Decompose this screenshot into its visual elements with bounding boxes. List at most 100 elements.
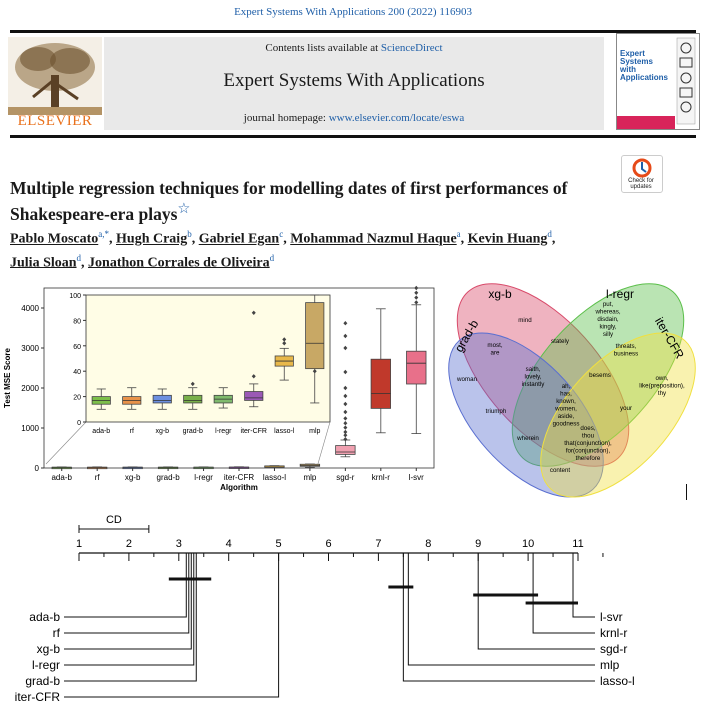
author-affiliation[interactable]: b <box>187 229 192 239</box>
cover-title: Expert Systems with Applications <box>620 50 670 82</box>
cd-method-connector <box>64 553 187 618</box>
cd-axis-tick-label: 10 <box>522 538 534 550</box>
outlier-point <box>343 433 348 438</box>
x-tick-label: grad-b <box>157 473 181 482</box>
x-tick-label: rf <box>95 473 101 482</box>
cd-label: CD <box>106 514 122 526</box>
venn-region-words: most, are <box>487 342 502 357</box>
article-title-text: Multiple regression techniques for model… <box>10 178 568 224</box>
inset-box <box>183 394 203 404</box>
venn-region-words: woman <box>456 376 478 383</box>
cd-method-label: mlp <box>600 658 620 672</box>
author-affiliation[interactable]: d <box>76 252 82 263</box>
outlier-point <box>343 333 348 339</box>
author-name[interactable]: Julia Sloan <box>10 255 77 271</box>
author-name[interactable]: Gabriel Egan <box>198 231 280 247</box>
cd-axis-tick-label: 3 <box>176 538 182 550</box>
header-rule-bottom <box>10 135 696 138</box>
venn-region-words: stately <box>551 338 570 345</box>
inset-outlier-point <box>282 341 287 346</box>
x-tick-label: sgd-r <box>336 473 355 482</box>
cd-axis-tick-label: 6 <box>325 538 331 550</box>
y-axis-label: Test MSE Score <box>3 348 12 408</box>
check-for-updates-button[interactable] <box>621 155 663 193</box>
author-name[interactable]: Mohammad Nazmul Haque <box>290 231 457 247</box>
cover-title-line: Expert <box>620 49 645 58</box>
cd-method-connector <box>64 553 280 698</box>
y-tick-label: 4000 <box>21 304 39 313</box>
cd-axis-tick-label: 2 <box>126 538 132 550</box>
x-tick-label: iter-CFR <box>224 473 254 482</box>
title-footnote-star[interactable]: ☆ <box>177 201 191 217</box>
inset-box <box>244 391 264 401</box>
inset-y-tick-label: 0 <box>77 420 81 427</box>
box-body <box>370 358 391 409</box>
inset-outlier-point <box>190 381 195 387</box>
outlier-point <box>343 437 348 442</box>
x-tick-label: l-svr <box>409 473 424 482</box>
venn-region-words: mind <box>518 317 532 324</box>
header-rule-top <box>10 30 696 33</box>
inset-connector <box>317 421 331 465</box>
x-tick-label: krnl-r <box>372 473 391 482</box>
cd-axis-tick-label: 8 <box>425 538 431 550</box>
publisher-name: ELSEVIER <box>17 113 93 129</box>
venn-region-words: wherein <box>516 435 539 442</box>
cd-method-connector <box>64 553 190 634</box>
contents-prefix: Contents lists available at <box>265 42 379 54</box>
inset-x-tick-label: mlp <box>309 428 320 435</box>
inset-outlier-point <box>282 337 287 342</box>
author-name[interactable]: Jonathon Corrales de Oliveira <box>88 255 270 271</box>
homepage-link[interactable]: www.elsevier.com/locate/eswa <box>328 112 465 124</box>
inset-y-tick-label: 20 <box>73 395 81 402</box>
critical-difference-diagram: 1 2 3 4 5 6 7 8 9 10 11 CD ada-b rf xg-b l-regr grad-b it… <box>15 514 635 704</box>
inset-y-tick-label: 80 <box>73 318 81 325</box>
author-affiliation[interactable]: c <box>279 229 284 239</box>
article-title: Multiple regression techniques for model… <box>10 178 610 225</box>
inset-outlier-point <box>251 310 256 315</box>
inset-x-tick-label: grad-b <box>183 428 203 435</box>
inset-box <box>305 302 325 370</box>
cover-title-line: Applications <box>620 73 669 82</box>
cd-method-label: grad-b <box>25 674 60 688</box>
cd-method-label: xg-b <box>37 642 61 656</box>
author-name[interactable]: Hugh Craig <box>116 231 188 247</box>
inset-x-tick-label: iter-CFR <box>241 428 267 435</box>
outlier-point <box>414 300 419 305</box>
author-affiliation[interactable]: a <box>456 229 461 239</box>
cd-axis-tick-label: 9 <box>475 538 481 550</box>
x-tick-label: lasso-l <box>263 473 286 482</box>
y-tick-label: 1000 <box>21 424 39 433</box>
cd-method-connector <box>64 553 197 682</box>
venn-set-label: l-regr <box>606 287 634 301</box>
homepage-line: journal homepage: www.elsevier.com/locat… <box>104 112 604 124</box>
author-affiliation[interactable]: d <box>547 229 552 239</box>
inset-y-tick-label: 40 <box>73 369 81 376</box>
cd-method-label: krnl-r <box>600 626 627 640</box>
venn-set-ellipse <box>456 283 630 467</box>
author-affiliation[interactable]: a,* <box>98 229 110 239</box>
sciencedirect-link[interactable]: ScienceDirect <box>380 42 443 54</box>
journal-cover-thumbnail[interactable] <box>616 33 700 130</box>
author-name[interactable]: Pablo Moscato <box>10 231 99 247</box>
inset-x-tick-label: ada-b <box>92 428 110 435</box>
venn-region-words: threats, business <box>614 343 638 358</box>
outlier-point <box>343 429 348 435</box>
author-name[interactable]: Kevin Huang <box>467 231 548 247</box>
author-affiliation[interactable]: d <box>269 252 275 263</box>
outlier-point <box>343 385 348 391</box>
outlier-point <box>343 345 348 351</box>
cd-axis-tick-label: 1 <box>76 538 82 550</box>
venn-set-label: xg-b <box>488 287 512 301</box>
venn-region-words: does, thou that(conjunction), for(conjuncti… <box>564 425 612 462</box>
journal-citation: Expert Systems With Applications 200 (20… <box>234 6 472 18</box>
inset-x-tick-label: l-regr <box>215 428 232 435</box>
inset-x-tick-label: rf <box>130 428 134 435</box>
journal-title: Expert Systems With Applications <box>223 70 485 91</box>
cd-method-connector <box>572 553 595 618</box>
outlier-point <box>343 409 348 415</box>
outlier-point <box>343 416 348 421</box>
inset-outlier-point <box>312 369 317 374</box>
outlier-point <box>414 285 419 291</box>
